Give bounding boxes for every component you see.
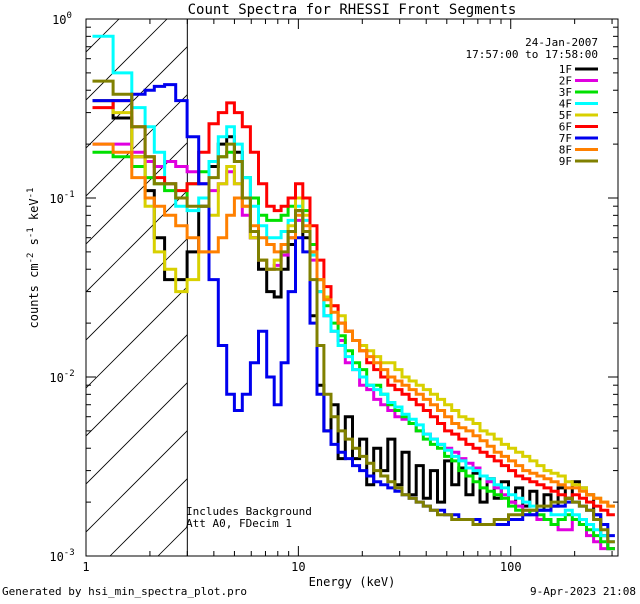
hatch-line: [86, 19, 168, 101]
y-tick-label: 10-2: [49, 369, 74, 385]
series-4F-line: [92, 34, 615, 544]
y-tick-label: 100: [52, 11, 72, 27]
hatch-line: [86, 382, 188, 485]
y-label-exp-2: -1: [26, 227, 36, 238]
series-9F-line: [92, 79, 615, 544]
y-tick-mantissa: 10: [52, 13, 66, 27]
y-label-exp-3: -1: [26, 188, 36, 199]
annotation-background: Includes Background: [186, 505, 312, 518]
series-2F-line: [92, 142, 615, 551]
y-tick-mantissa: 10: [49, 550, 63, 564]
hatch-line: [86, 46, 188, 149]
legend-label-3F: 3F: [559, 86, 572, 99]
legend-label-2F: 2F: [559, 75, 572, 88]
hatch-line: [302, 0, 640, 556]
shaded-region: [0, 0, 640, 556]
series-7F-line: [92, 83, 615, 538]
y-tick-mantissa: 10: [49, 371, 63, 385]
legend-label-5F: 5F: [559, 109, 572, 122]
hatch-line: [86, 286, 188, 389]
x-tick-label: 100: [500, 560, 522, 574]
y-label-exp-1: -2: [26, 253, 36, 264]
hatch-line: [398, 0, 640, 556]
x-axis-label: Energy (keV): [309, 575, 396, 589]
hatch-line: [86, 238, 188, 341]
series-6F-line: [92, 99, 615, 517]
legend-label-4F: 4F: [559, 98, 572, 111]
annotation-attenuator: Att A0, FDecim 1: [186, 517, 292, 530]
series-8F-line: [92, 142, 615, 508]
hatch-line: [86, 94, 188, 197]
hatch-line: [86, 430, 188, 533]
footer-timestamp: 9-Apr-2023 21:08: [530, 585, 636, 598]
y-tick-exponent: -2: [64, 369, 75, 379]
footer-generated-by: Generated by hsi_min_spectra_plot.pro: [2, 585, 247, 598]
x-tick-label: 10: [291, 560, 305, 574]
legend-label-7F: 7F: [559, 132, 572, 145]
x-tick-label: 1: [82, 560, 89, 574]
y-tick-exponent: -3: [64, 548, 75, 558]
y-label-part-2: s: [27, 238, 41, 252]
y-tick-mantissa: 10: [49, 192, 63, 206]
legend-label-1F: 1F: [559, 63, 572, 76]
y-tick-label: 10-3: [49, 548, 74, 564]
y-label-part-3: keV: [27, 198, 41, 227]
series-lines: [92, 34, 615, 551]
y-tick-exponent: 0: [67, 11, 72, 21]
hatch-line: [86, 190, 188, 293]
hatch-line: [254, 0, 640, 556]
legend-label-6F: 6F: [559, 121, 572, 134]
legend-label-9F: 9F: [559, 155, 572, 168]
series-3F-line: [92, 150, 615, 551]
y-tick-label: 10-1: [49, 190, 74, 206]
plot-frame: [85, 18, 619, 557]
hatch-lines: [0, 0, 640, 556]
header-date: 24-Jan-2007: [525, 36, 598, 49]
y-tick-exponent: -1: [64, 190, 75, 200]
hatch-line: [0, 0, 86, 556]
legend-label-8F: 8F: [559, 144, 572, 157]
y-label-part-1: counts cm: [27, 263, 41, 328]
chart-title: Count Spectra for RHESSI Front Segments: [188, 2, 517, 18]
header-time-range: 17:57:00 to 17:58:00: [466, 48, 598, 61]
hatch-line: [590, 0, 640, 556]
series-1F-line: [92, 99, 615, 551]
y-axis-label: counts cm-2 s-1 keV-1: [26, 188, 41, 329]
